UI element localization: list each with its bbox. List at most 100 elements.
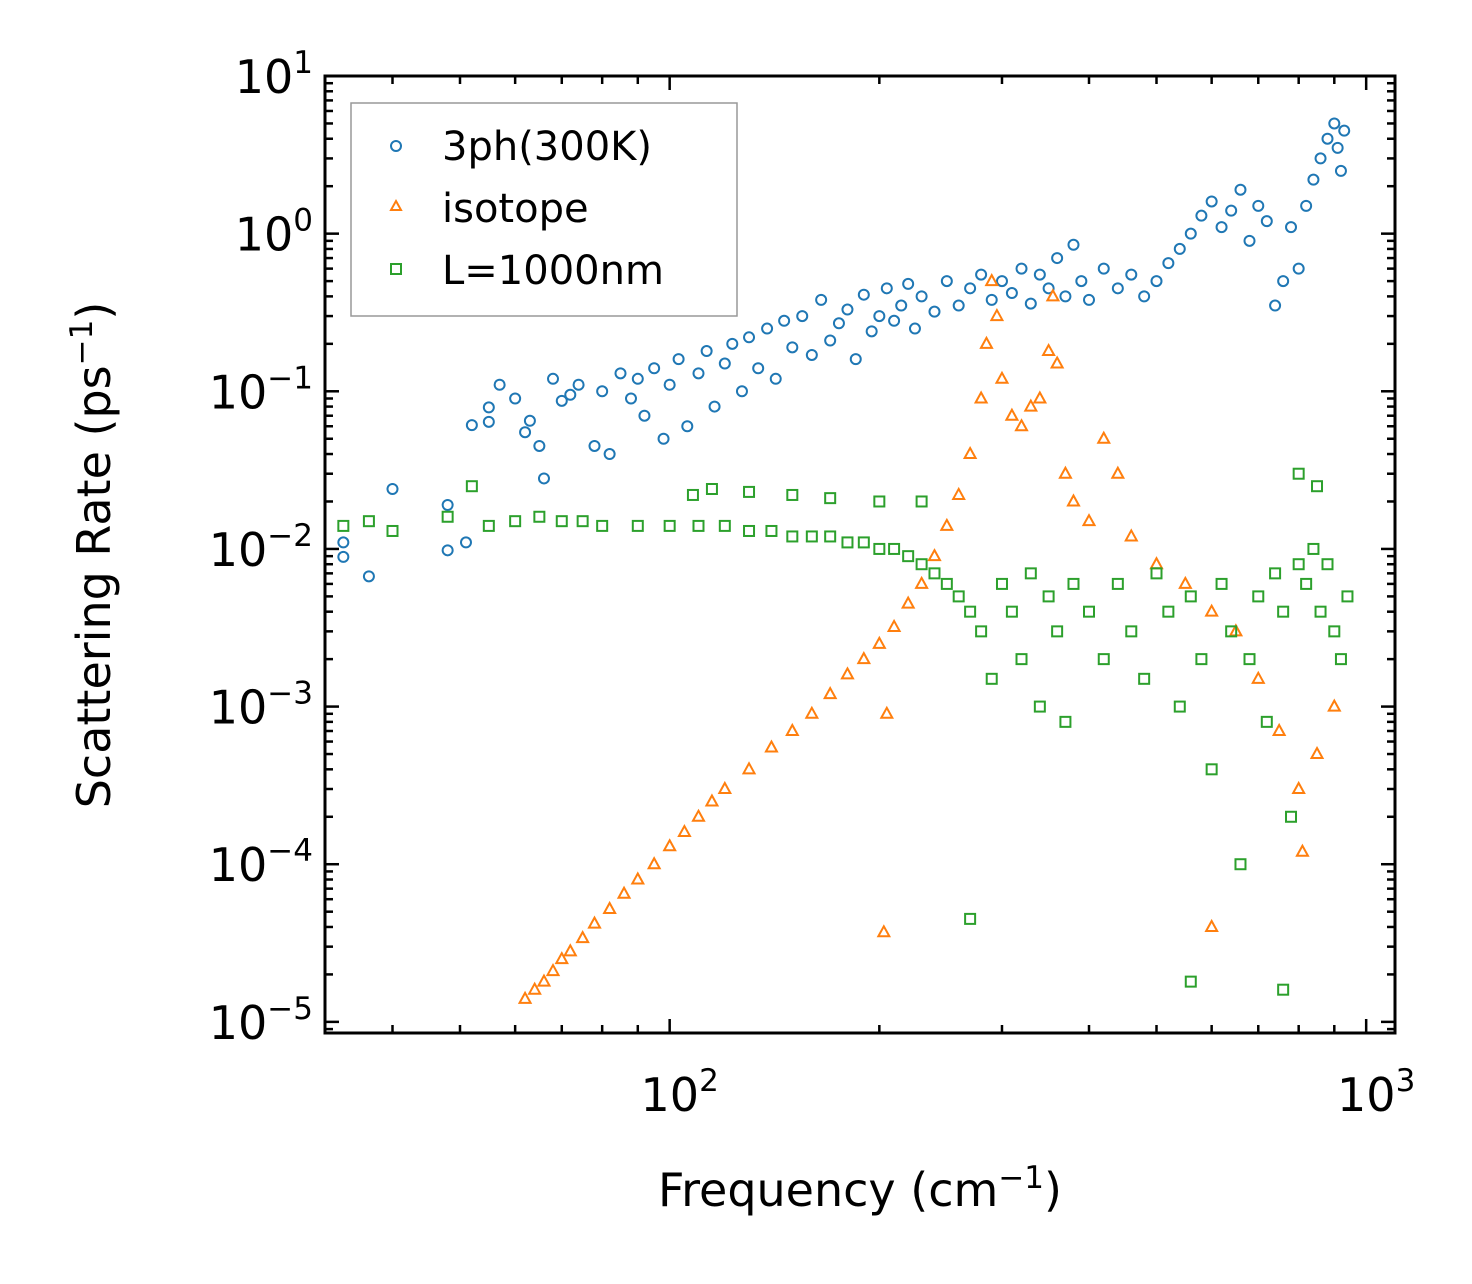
data-point xyxy=(964,605,977,618)
data-point xyxy=(1204,918,1219,932)
data-point xyxy=(718,357,731,370)
data-point xyxy=(1111,577,1124,590)
data-point xyxy=(1150,275,1163,288)
data-point xyxy=(441,544,454,557)
data-point xyxy=(1162,605,1175,618)
data-point xyxy=(1066,493,1081,507)
data-point xyxy=(1285,810,1298,823)
data-point xyxy=(663,519,676,532)
legend-label-3ph: 3ph(300K) xyxy=(442,124,652,170)
data-point xyxy=(1124,528,1139,542)
data-point xyxy=(778,314,791,327)
data-point xyxy=(761,322,774,335)
data-point xyxy=(1285,221,1298,234)
data-point xyxy=(630,871,645,885)
data-point xyxy=(1097,262,1110,275)
y-tick-label: 10−1 xyxy=(209,360,313,419)
data-point xyxy=(1097,653,1110,666)
data-point xyxy=(1251,670,1266,684)
data-point xyxy=(857,536,870,549)
data-point xyxy=(362,515,375,528)
data-point xyxy=(1004,407,1020,421)
data-point xyxy=(646,856,662,870)
x-axis-title: Frequency (cm−1) xyxy=(658,1160,1062,1217)
data-point xyxy=(1215,221,1228,234)
data-point xyxy=(1138,672,1151,685)
data-point xyxy=(984,273,999,287)
data-point xyxy=(692,519,705,532)
data-point xyxy=(718,519,731,532)
data-point xyxy=(1184,227,1197,240)
data-point xyxy=(555,394,568,407)
data-point xyxy=(1032,390,1048,404)
data-point xyxy=(1277,605,1290,618)
data-point xyxy=(691,808,706,822)
data-point xyxy=(1243,234,1256,247)
data-point xyxy=(927,548,942,562)
data-point xyxy=(962,445,978,460)
data-point xyxy=(657,432,670,445)
data-point xyxy=(1243,653,1256,666)
data-point xyxy=(1341,590,1354,603)
data-point xyxy=(940,577,953,590)
legend: 3ph(300K) isotope L=1000nm xyxy=(350,102,738,317)
data-point xyxy=(928,567,941,580)
data-point xyxy=(879,705,894,719)
data-point xyxy=(880,282,893,295)
data-point xyxy=(555,515,568,528)
data-point xyxy=(1269,567,1282,580)
data-point xyxy=(1205,763,1218,776)
data-point xyxy=(952,299,965,312)
data-point xyxy=(1205,195,1218,208)
data-point xyxy=(587,915,602,929)
data-point xyxy=(876,924,892,938)
data-point xyxy=(700,345,713,358)
data-point xyxy=(681,420,694,433)
data-point xyxy=(1110,465,1126,479)
data-point xyxy=(975,625,988,638)
data-point xyxy=(545,963,561,977)
data-point xyxy=(564,388,577,401)
data-point xyxy=(995,577,1008,590)
data-point xyxy=(1328,625,1341,638)
data-point xyxy=(547,372,560,385)
data-point xyxy=(603,448,616,461)
data-point xyxy=(1300,577,1313,590)
data-point xyxy=(785,722,800,737)
data-point xyxy=(1338,124,1351,137)
data-point xyxy=(786,488,799,501)
data-point xyxy=(596,385,609,398)
data-point xyxy=(482,519,495,532)
y-tick-label: 10−2 xyxy=(209,518,313,577)
data-point xyxy=(985,672,998,685)
data-point xyxy=(692,367,705,380)
data-point xyxy=(735,385,748,398)
data-point xyxy=(1138,290,1151,303)
data-point xyxy=(873,542,886,555)
data-point xyxy=(1271,722,1287,737)
data-point xyxy=(995,275,1008,288)
data-point xyxy=(743,485,756,498)
data-point xyxy=(849,353,862,366)
data-point xyxy=(915,558,928,571)
data-point xyxy=(624,392,637,405)
legend-label-l1000nm: L=1000nm xyxy=(442,248,664,294)
legend-marker-isotope xyxy=(389,198,403,211)
data-point xyxy=(824,530,837,543)
data-point xyxy=(517,990,533,1004)
data-point xyxy=(902,277,915,290)
data-point xyxy=(857,288,870,301)
data-point xyxy=(1321,558,1334,571)
data-point xyxy=(1277,275,1290,288)
data-point xyxy=(1328,117,1341,130)
y-tick-label: 10−4 xyxy=(209,833,313,892)
data-point xyxy=(764,739,779,753)
data-point xyxy=(804,705,820,719)
x-tick-label: 102 xyxy=(641,1063,719,1122)
y-axis-title: Scattering Rate (ps−1) xyxy=(64,302,121,809)
data-point xyxy=(1150,567,1163,580)
data-point xyxy=(1291,780,1306,795)
data-point xyxy=(815,293,828,306)
data-point xyxy=(964,912,977,925)
data-point xyxy=(886,618,902,632)
